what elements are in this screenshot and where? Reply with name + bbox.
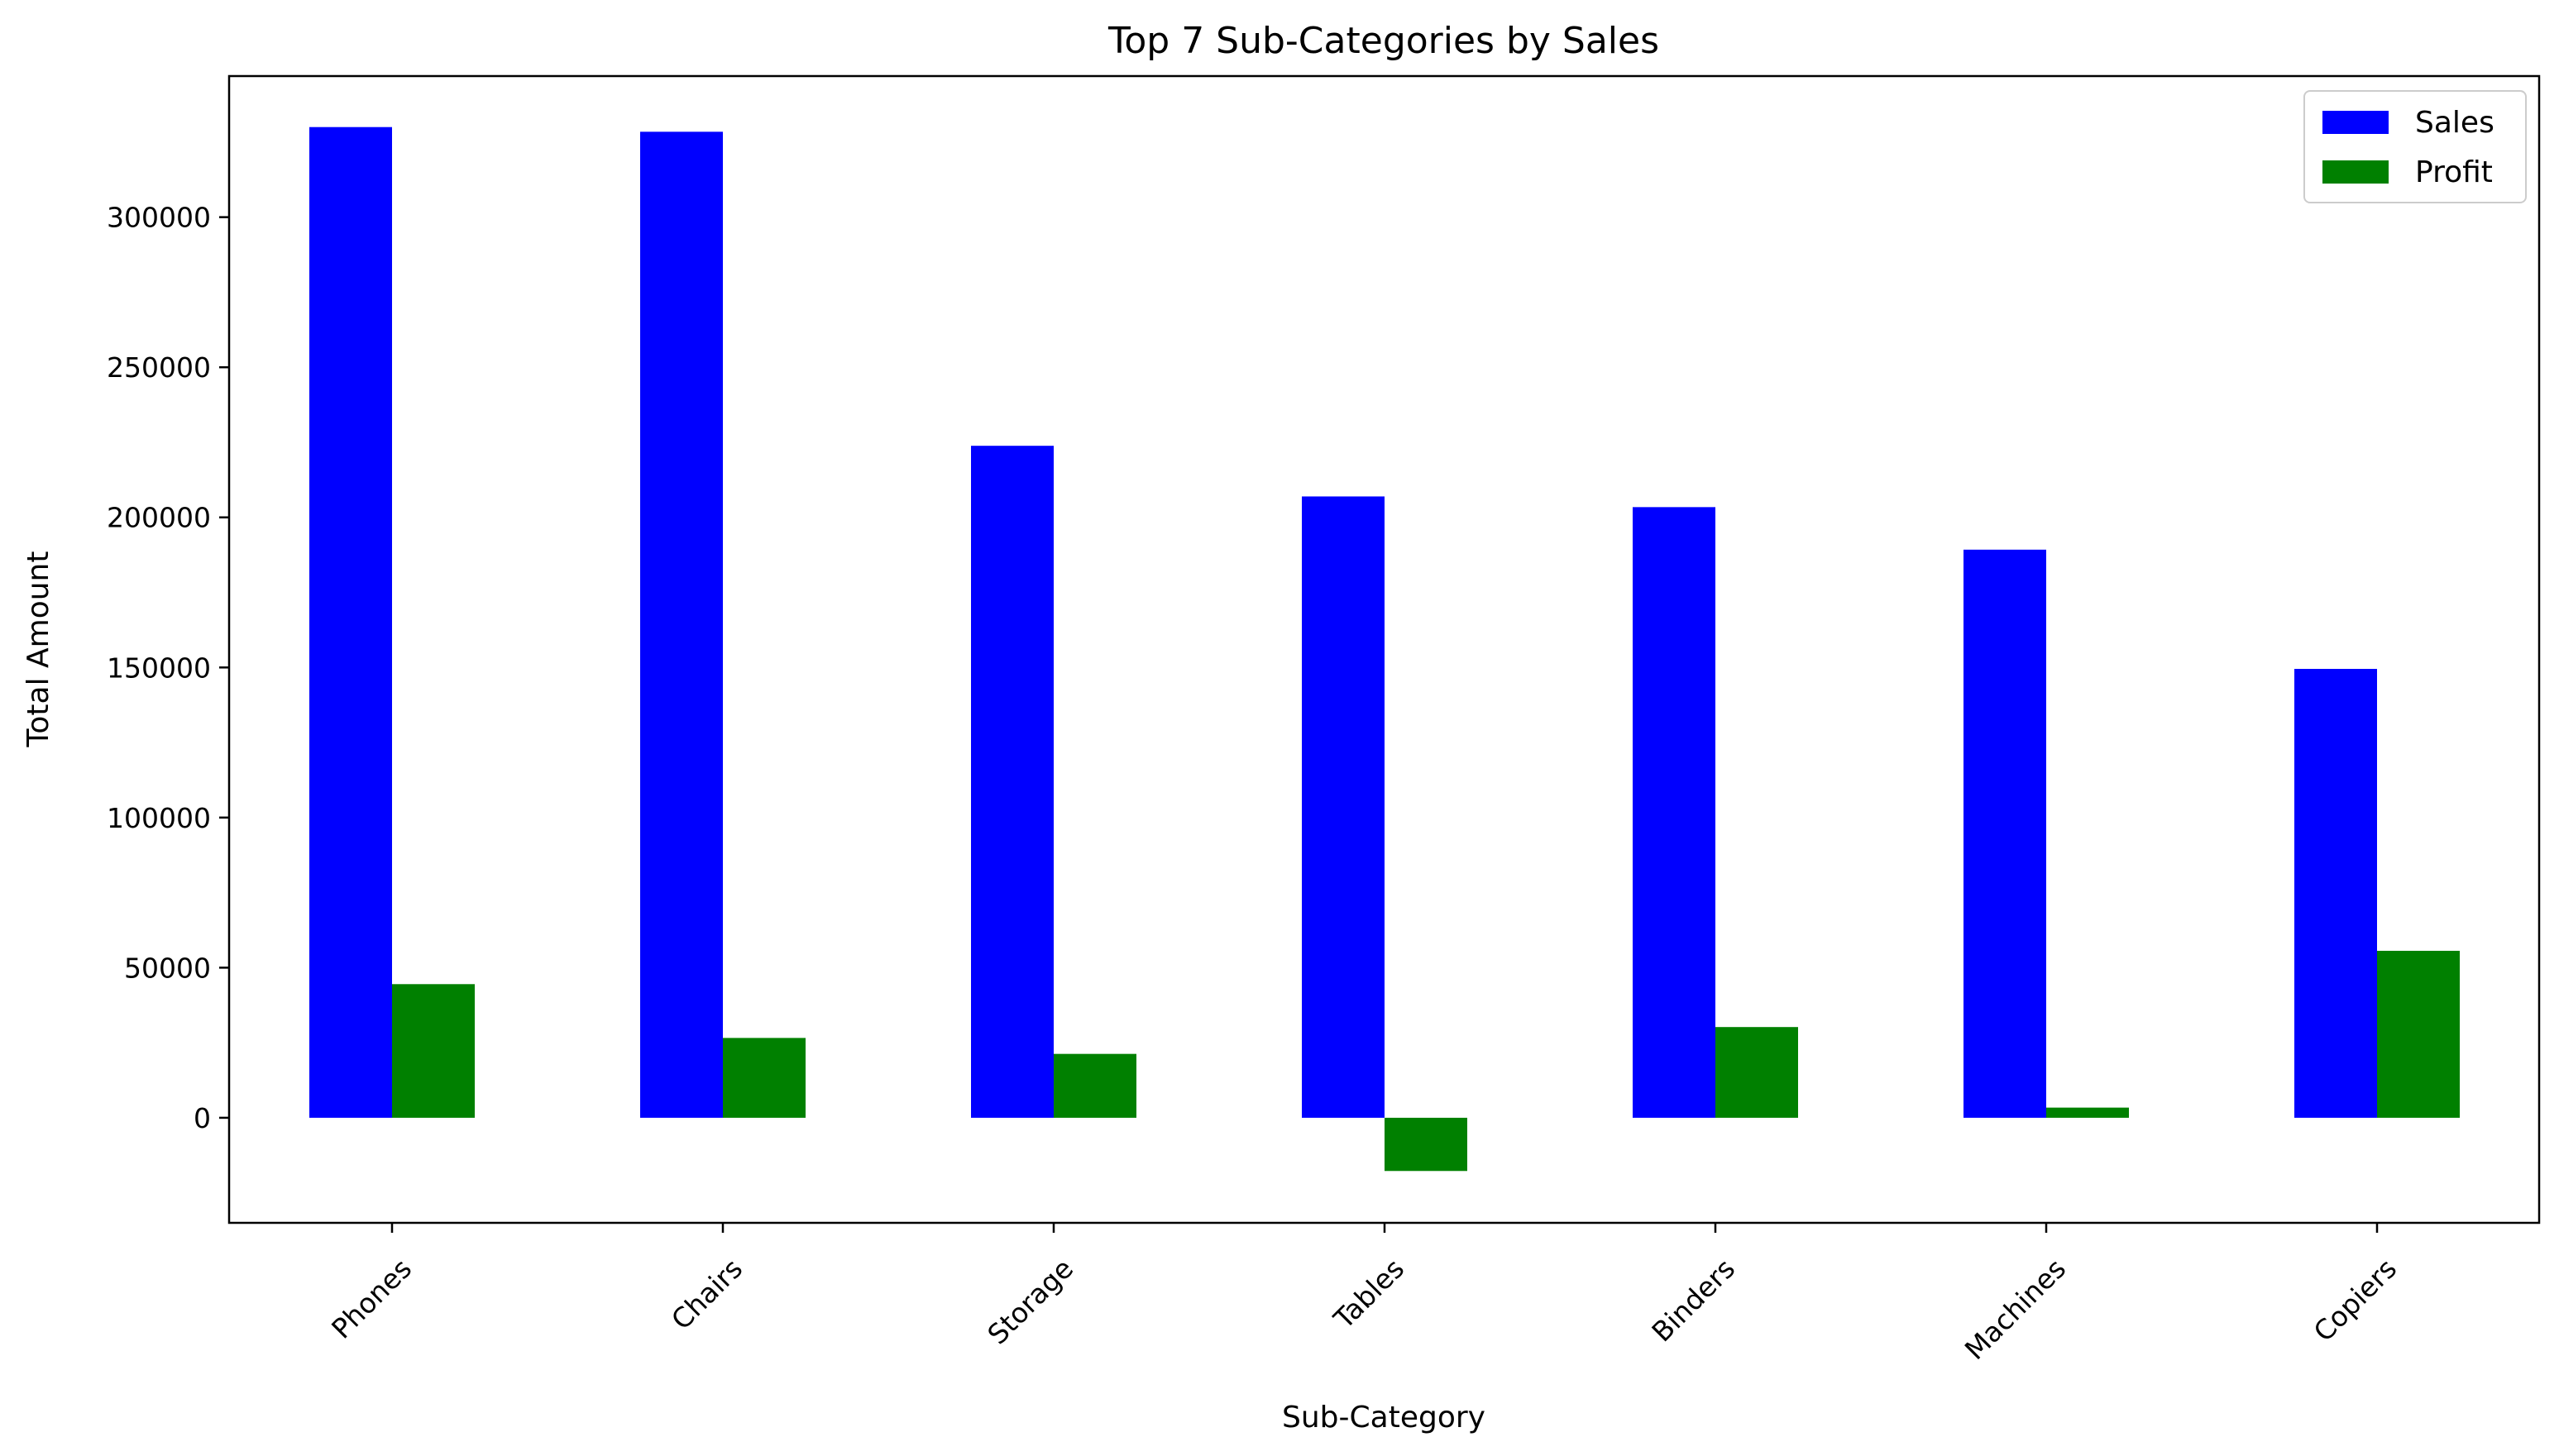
y-axis-label: Total Amount [22, 551, 55, 748]
bar-profit-phones [392, 984, 475, 1118]
bar-profit-storage [1054, 1053, 1136, 1118]
x-axis-ticks: Phones Chairs Storage Tables Binders Machines… [325, 1223, 2403, 1366]
y-tick-label: 100000 [107, 802, 211, 834]
legend-swatch-sales [2322, 111, 2389, 134]
x-tick-label-storage: Storage [981, 1253, 1079, 1351]
legend-label-profit: Profit [2415, 155, 2493, 189]
y-tick-label: 200000 [107, 502, 211, 534]
plot-frame [227, 74, 2541, 1224]
x-tick-label-binders: Binders [1645, 1253, 1741, 1349]
y-axis-ticks: 0 50000 100000 150000 200000 250000 300000 [107, 202, 229, 1134]
bars-layer [309, 127, 2460, 1172]
x-tick-label-tables: Tables [1327, 1253, 1410, 1336]
y-tick-label: 50000 [124, 952, 211, 984]
bar-profit-binders [1715, 1027, 1798, 1118]
bar-profit-machines [2046, 1107, 2129, 1118]
bar-profit-copiers [2377, 950, 2460, 1118]
legend-swatch-profit [2322, 160, 2389, 184]
bar-sales-chairs [640, 131, 723, 1118]
chart-title: Top 7 Sub-Categories by Sales [1107, 20, 1659, 62]
y-tick-label: 0 [194, 1102, 211, 1134]
bar-sales-machines [1963, 549, 2046, 1118]
x-tick-label-phones: Phones [325, 1253, 418, 1345]
x-tick-label-machines: Machines [1959, 1253, 2072, 1366]
y-tick-label: 300000 [107, 202, 211, 234]
bar-sales-binders [1633, 507, 1715, 1118]
x-tick-label-chairs: Chairs [665, 1253, 749, 1336]
y-tick-label: 250000 [107, 351, 211, 384]
bar-sales-tables [1302, 496, 1385, 1118]
y-tick-label: 150000 [107, 652, 211, 684]
x-tick-label-copiers: Copiers [2308, 1253, 2404, 1349]
bar-sales-phones [309, 127, 392, 1118]
x-axis-label: Sub-Category [1282, 1401, 1485, 1435]
bar-profit-chairs [723, 1038, 806, 1118]
legend-label-sales: Sales [2415, 106, 2494, 140]
bar-profit-tables [1385, 1117, 1467, 1172]
legend: Sales Profit [2303, 90, 2527, 203]
bar-sales-copiers [2294, 669, 2377, 1118]
bar-sales-storage [971, 446, 1054, 1118]
